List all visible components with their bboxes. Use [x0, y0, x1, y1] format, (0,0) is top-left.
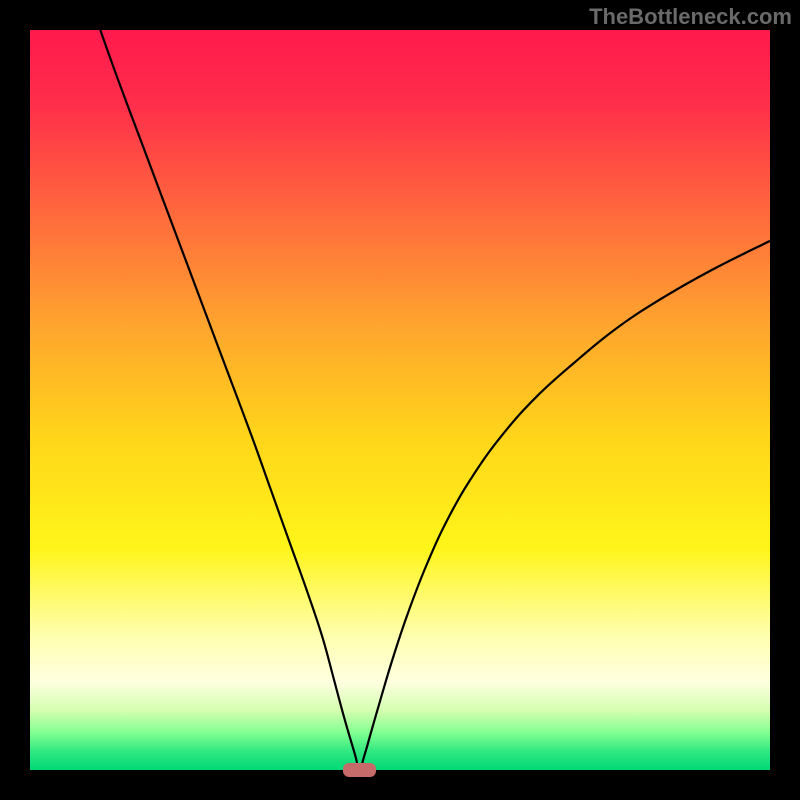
bottleneck-chart — [30, 30, 770, 770]
chart-svg — [30, 30, 770, 770]
vertex-marker — [343, 763, 376, 776]
watermark-text: TheBottleneck.com — [589, 4, 792, 30]
